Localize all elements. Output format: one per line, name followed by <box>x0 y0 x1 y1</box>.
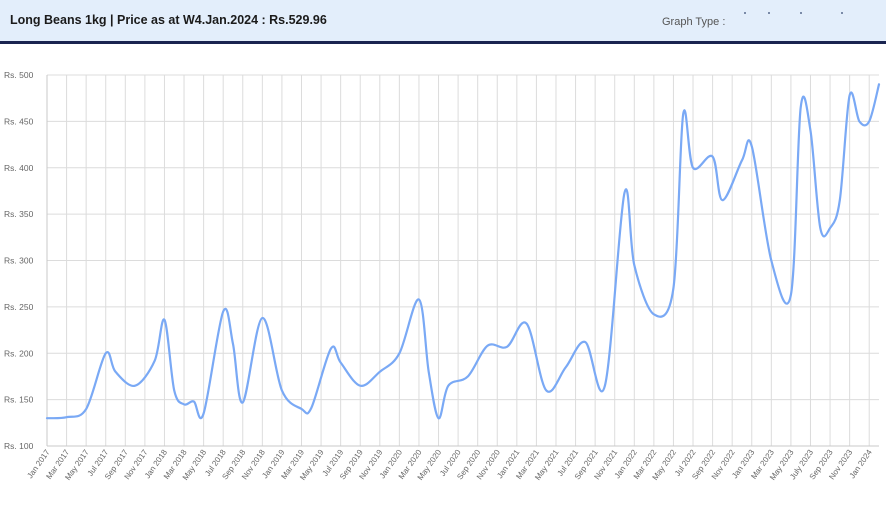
select-dot-3 <box>800 12 802 14</box>
y-tick-label: Rs. 100 <box>4 441 34 451</box>
select-dot-4 <box>841 12 843 14</box>
y-axis: Rs. 100 Rs. 150 Rs. 200 Rs. 250 Rs. 300 Rs. 3… <box>4 70 34 451</box>
header-divider <box>0 41 886 44</box>
price-line-chart: Rs. 100 Rs. 150 Rs. 200 Rs. 250 Rs. 300 Rs. 3… <box>4 70 881 482</box>
select-dot-2 <box>768 12 770 14</box>
y-tick-label: Rs. 400 <box>4 163 34 173</box>
y-tick-label: Rs. 500 <box>4 70 34 80</box>
series-line <box>45 83 881 420</box>
chart-header: Long Beans 1kg | Price as at W4.Jan.2024… <box>0 0 886 41</box>
y-tick-label: Rs. 300 <box>4 256 34 266</box>
chart-grid <box>46 74 879 447</box>
select-dot-1 <box>744 12 746 14</box>
graph-type-select[interactable] <box>742 10 862 30</box>
chart-title: Long Beans 1kg | Price as at W4.Jan.2024… <box>10 13 327 27</box>
y-tick-label: Rs. 250 <box>4 302 34 312</box>
y-tick-label: Rs. 350 <box>4 209 34 219</box>
graph-type-label: Graph Type : <box>662 16 726 28</box>
y-tick-label: Rs. 450 <box>4 116 34 126</box>
y-tick-label: Rs. 150 <box>4 395 34 405</box>
y-tick-label: Rs. 200 <box>4 348 34 358</box>
